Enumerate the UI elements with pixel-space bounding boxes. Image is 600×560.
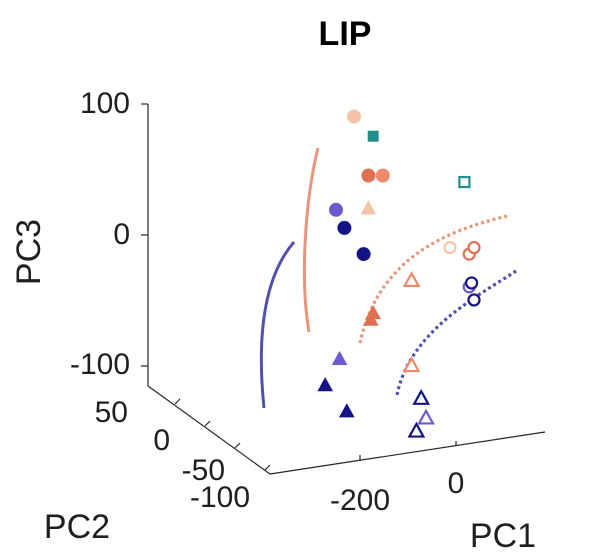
y-axis-label: PC2 (44, 508, 110, 546)
filled-circle-marker (347, 109, 361, 124)
blue-dotted-trajectory (395, 269, 517, 396)
open-triangle-marker (412, 388, 431, 405)
open-triangle-marker (407, 421, 426, 438)
x-tick-label: 0 (448, 467, 465, 500)
y-tick-mark (174, 398, 181, 405)
z-axis-label: PC3 (10, 219, 48, 285)
x-tick-label: -200 (330, 484, 390, 517)
open-circle-marker (465, 276, 479, 290)
y-axis-line (147, 385, 271, 475)
y-tick-mark (204, 420, 211, 427)
y-tick-label: 50 (95, 396, 128, 429)
filled-triangle-marker (360, 200, 377, 215)
x-axis-label: PC1 (470, 517, 536, 555)
open-circle-marker (443, 240, 457, 255)
filled-circle-marker (375, 168, 390, 183)
open-triangle-marker (417, 408, 435, 425)
filled-circle-marker (361, 168, 376, 183)
orange-dotted-trajectory (358, 214, 508, 344)
open-circle-marker (467, 293, 481, 307)
axes-frame (141, 103, 546, 475)
filled-triangle-marker (331, 350, 348, 365)
open-triangle-marker (402, 356, 421, 373)
filled-triangle-marker (365, 305, 382, 320)
open-circle-marker (467, 240, 481, 255)
filled-circle-marker (337, 220, 352, 235)
filled-circle-marker (356, 247, 371, 262)
trajectory-curves (259, 147, 517, 409)
y-tick-label: 0 (153, 424, 170, 457)
data-markers (317, 109, 481, 438)
y-tick-mark (264, 464, 271, 471)
filled-triangle-marker (317, 377, 334, 392)
x-axis-line (269, 431, 546, 475)
open-square-marker (458, 175, 471, 189)
z-tick-label: 100 (80, 87, 130, 120)
filled-triangle-marker (338, 403, 355, 418)
open-triangle-marker (402, 271, 421, 287)
z-tick-label: -100 (70, 348, 130, 381)
blue-solid-trajectory (259, 241, 296, 409)
orange-solid-trajectory (302, 147, 320, 333)
y-tick-label: -100 (190, 481, 250, 514)
chart-title: LIP (319, 15, 372, 53)
z-tick-label: 0 (113, 218, 130, 251)
filled-circle-marker (329, 202, 343, 217)
filled-square-marker (367, 130, 379, 142)
y-tick-label: -50 (182, 454, 225, 487)
y-tick-mark (234, 442, 241, 449)
